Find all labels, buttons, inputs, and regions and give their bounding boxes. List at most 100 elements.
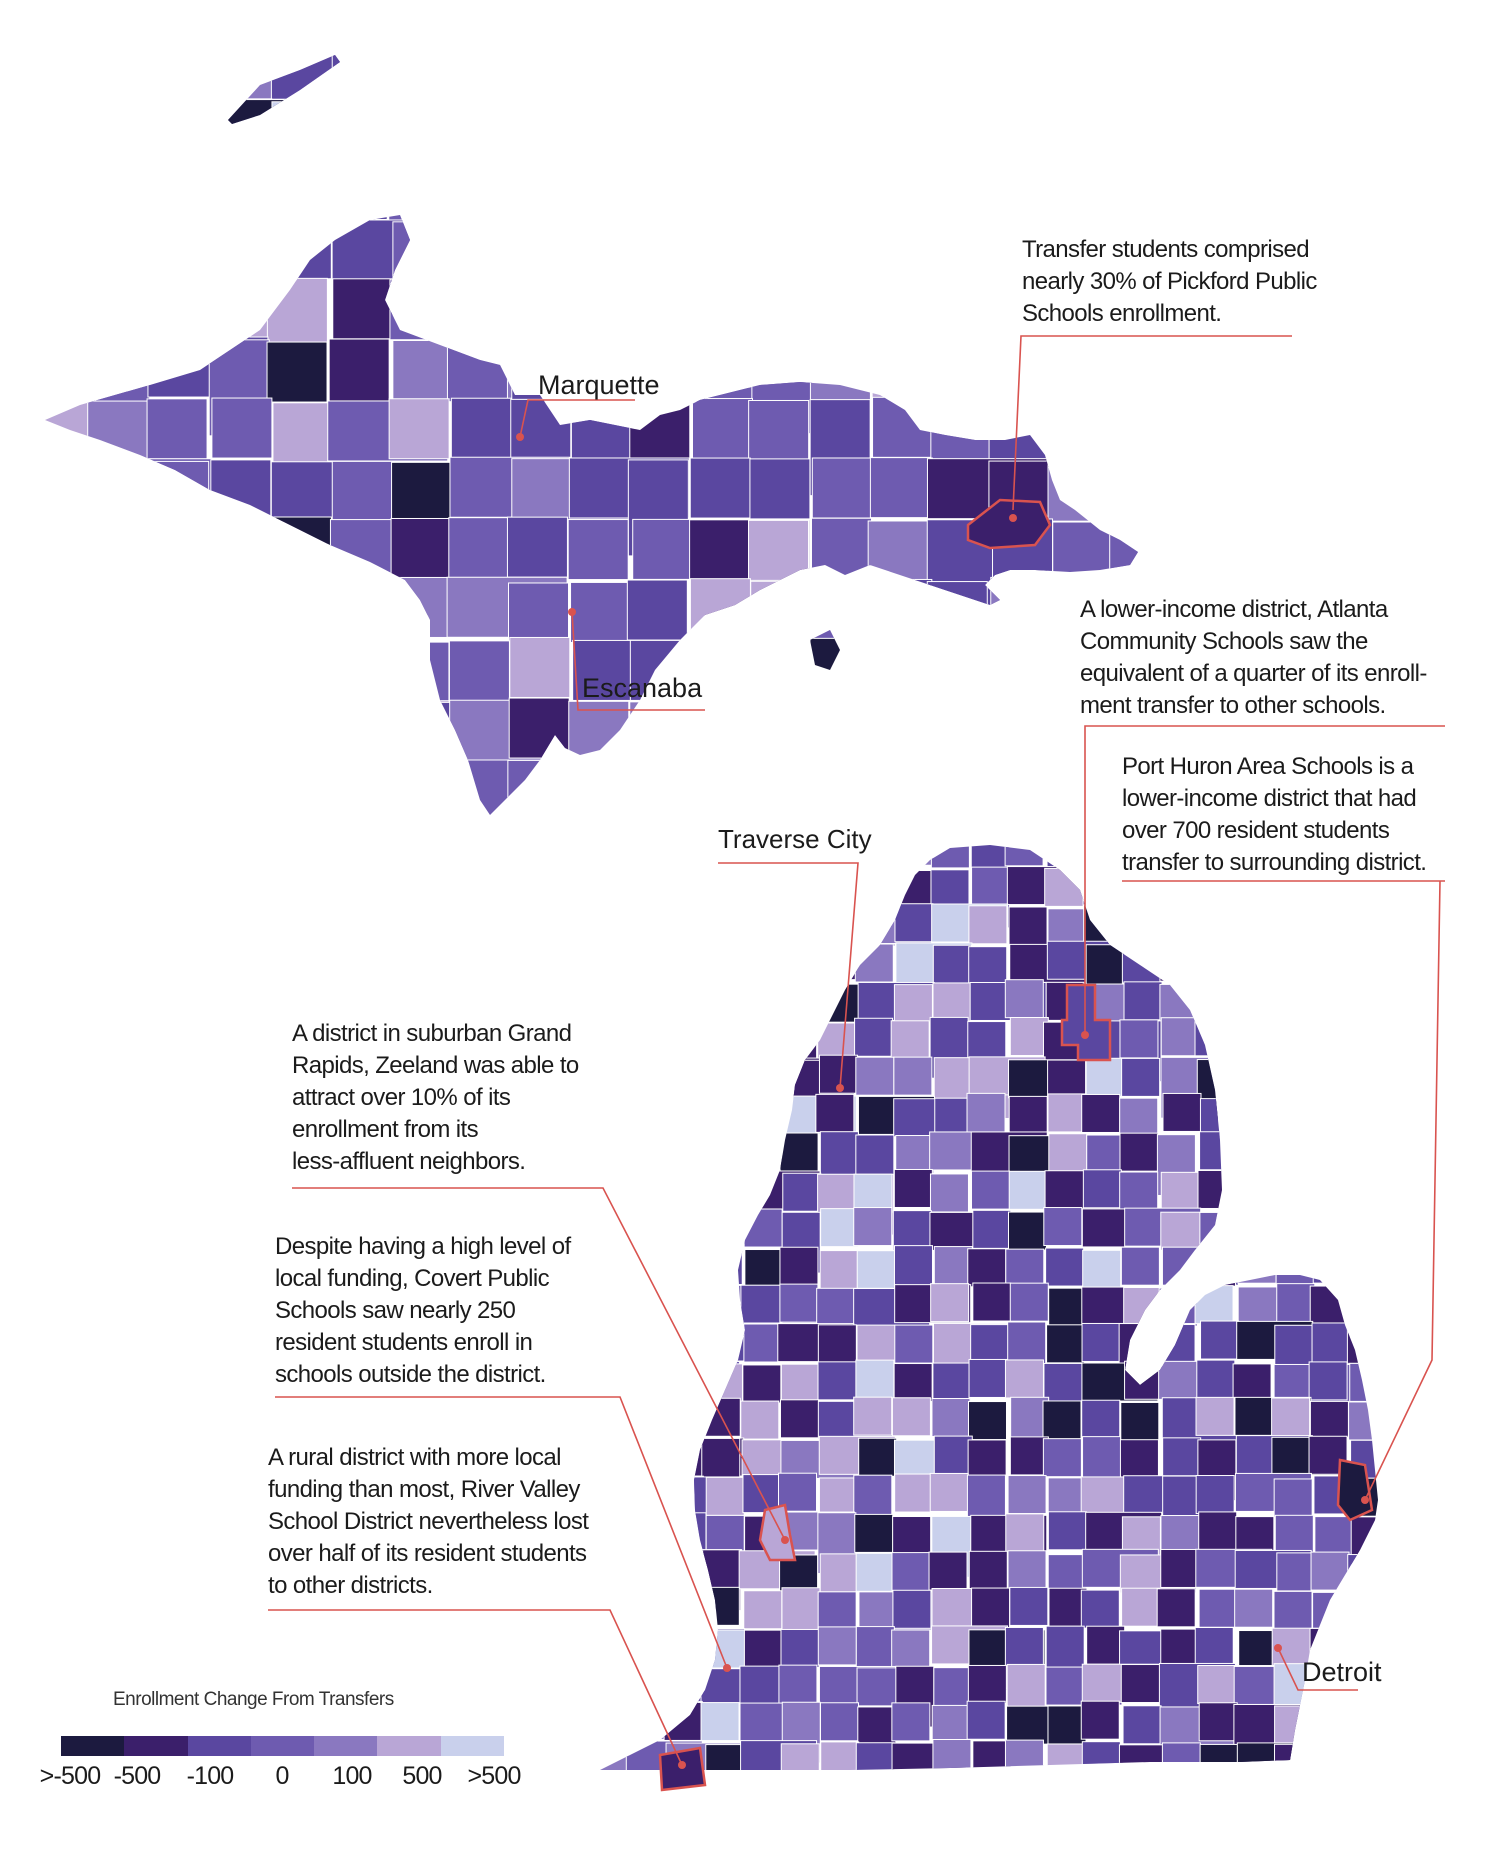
school-district [1391, 1286, 1429, 1324]
school-district [806, 221, 868, 319]
school-district [450, 819, 570, 915]
school-district [1194, 1017, 1234, 1057]
school-district [868, 217, 930, 279]
school-district [856, 1324, 896, 1364]
school-district [390, 517, 452, 579]
school-district [1235, 1516, 1275, 1556]
school-district [45, 579, 153, 641]
school-district [750, 580, 872, 642]
school-district [1349, 1247, 1378, 1310]
school-district [1047, 1093, 1087, 1133]
school-district [626, 1361, 704, 1401]
school-district [1347, 944, 1378, 984]
school-district [388, 641, 450, 703]
school-district [1273, 1094, 1313, 1134]
school-district [1390, 1134, 1428, 1195]
school-district [930, 1283, 970, 1323]
school-district [1199, 1743, 1239, 1770]
school-district [1234, 1057, 1274, 1097]
school-district [1232, 1363, 1272, 1403]
school-district [45, 280, 153, 342]
school-district [968, 1358, 1008, 1398]
school-district [968, 905, 1008, 945]
school-district [1051, 338, 1138, 400]
school-district [1009, 1586, 1049, 1626]
school-district [867, 157, 929, 219]
school-district [1275, 1247, 1315, 1287]
school-district [869, 457, 931, 519]
school-district [1009, 1436, 1049, 1476]
callout-marker [516, 433, 524, 441]
school-district [1110, 340, 1138, 402]
annotation-pickford: Transfer students comprised nearly 30% o… [1022, 234, 1317, 330]
school-district [1051, 818, 1111, 878]
school-district [743, 1590, 783, 1630]
school-district [149, 159, 211, 221]
school-district [749, 458, 811, 520]
school-district [270, 218, 332, 280]
school-district [929, 637, 991, 699]
school-district [146, 757, 268, 815]
school-district [600, 1511, 627, 1551]
callout-marker [1009, 514, 1017, 522]
school-district [668, 845, 708, 868]
legend-swatch [187, 1736, 251, 1756]
school-district [892, 1589, 932, 1629]
school-district [893, 1363, 933, 1403]
school-district [1198, 1511, 1238, 1551]
school-district [970, 845, 1010, 870]
school-district [665, 1396, 705, 1436]
school-district [1120, 1246, 1160, 1286]
school-district [703, 1246, 743, 1286]
school-district [1273, 944, 1313, 1007]
annotation-line: equivalent of a quarter of its enroll- [1080, 660, 1427, 687]
school-district [665, 904, 705, 944]
school-district [210, 756, 272, 815]
school-district [45, 55, 92, 104]
school-district [810, 517, 872, 579]
school-district [1234, 1588, 1274, 1628]
school-district [1159, 942, 1237, 982]
school-district [868, 97, 930, 159]
school-district [1082, 1169, 1122, 1209]
school-district [89, 640, 151, 702]
school-district [927, 759, 989, 815]
school-district [1082, 866, 1122, 906]
school-district [629, 757, 691, 815]
school-district [208, 99, 330, 161]
school-district [739, 1018, 779, 1058]
school-district [632, 518, 694, 580]
school-district [600, 903, 666, 943]
annotation-line: A district in suburban Grand [292, 1020, 572, 1047]
school-district [892, 870, 932, 910]
school-district [1161, 1742, 1201, 1770]
school-district [780, 1743, 820, 1770]
school-district [866, 641, 928, 703]
school-district [740, 1400, 780, 1440]
school-district [600, 981, 627, 1044]
school-district [1008, 1170, 1048, 1210]
school-district [1309, 906, 1349, 946]
school-district [894, 903, 934, 943]
annotation-line: Schools saw nearly 250 [275, 1297, 516, 1324]
school-district [600, 1246, 666, 1286]
school-district [629, 1096, 669, 1136]
school-district [858, 1437, 898, 1477]
school-district [600, 1095, 627, 1135]
school-district [270, 516, 332, 578]
school-district [627, 222, 689, 320]
school-district [45, 100, 91, 198]
school-district [665, 1133, 743, 1173]
school-district [662, 1095, 702, 1135]
school-district [1004, 1359, 1044, 1399]
school-district [1118, 906, 1158, 946]
annotation-line: to other districts. [268, 1572, 433, 1599]
school-district [967, 1248, 1007, 1288]
school-district [1390, 1667, 1428, 1705]
school-district [1387, 1212, 1425, 1250]
school-district [990, 638, 1052, 700]
school-district [1389, 1478, 1427, 1516]
legend-swatch [314, 1736, 378, 1756]
school-district [627, 1017, 667, 1057]
school-district [742, 979, 820, 1019]
